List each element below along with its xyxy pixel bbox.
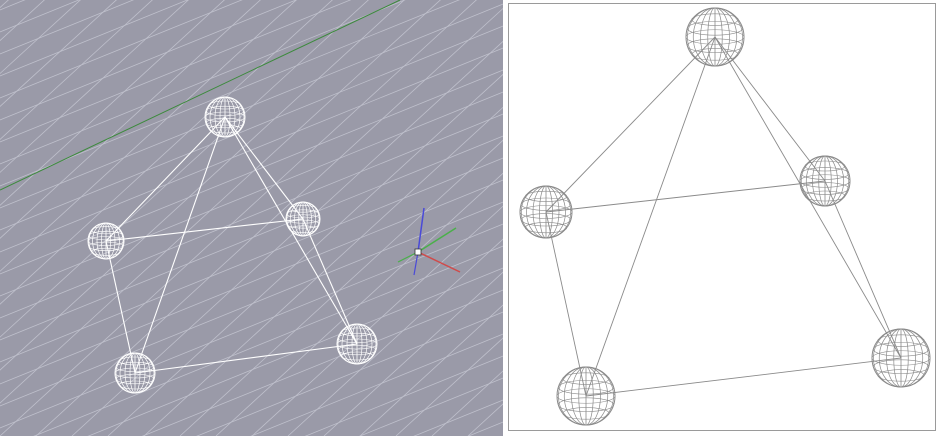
node-front-right[interactable]	[336, 323, 378, 365]
drawing-panel	[503, 0, 939, 436]
grid-line	[0, 47, 503, 253]
grid-line	[0, 3, 503, 209]
grid-line	[179, 139, 503, 436]
grid-line	[0, 201, 503, 407]
grid-line	[215, 172, 503, 436]
grid-line	[0, 0, 333, 305]
grid-line	[196, 311, 503, 436]
node-back-right[interactable]	[799, 155, 851, 207]
grid-line	[71, 40, 503, 436]
grid-line	[0, 0, 441, 404]
gizmo-z-axis-down	[413, 251, 419, 276]
grid-line	[323, 271, 503, 436]
grid-line	[0, 0, 405, 371]
grid-line	[87, 267, 503, 436]
grid-line	[395, 337, 503, 436]
grid-axis-line	[0, 0, 401, 191]
grid-line	[0, 0, 352, 143]
grid-line	[0, 91, 503, 297]
grid-line	[0, 0, 26, 11]
edge-front-left-front-right	[585, 357, 902, 397]
perspective-viewport[interactable]	[0, 0, 503, 436]
pyramid-edges	[105, 116, 358, 374]
grid-line	[0, 157, 503, 363]
grid-line	[250, 333, 503, 436]
grid-line	[413, 399, 503, 436]
grid-line	[0, 0, 460, 187]
edge-back-left-front-left	[545, 211, 587, 397]
drawing-edges	[545, 36, 902, 397]
node-apex[interactable]	[204, 96, 246, 138]
grid-line	[359, 377, 503, 436]
grid-line	[0, 0, 406, 165]
edge-apex-back-left	[105, 116, 226, 242]
transform-gizmo-icon[interactable]	[397, 207, 461, 276]
edge-apex-back-left	[545, 36, 716, 213]
viewport-canvas[interactable]	[0, 0, 503, 436]
grid-line	[304, 355, 503, 436]
node-apex[interactable]	[685, 7, 745, 67]
node-front-left[interactable]	[556, 366, 616, 426]
ground-grid	[0, 0, 503, 436]
edge-apex-back-right	[714, 36, 826, 182]
grid-line	[0, 0, 189, 77]
grid-line	[0, 0, 261, 239]
grid-line	[0, 0, 80, 33]
grid-line	[0, 0, 243, 99]
node-front-left[interactable]	[114, 352, 156, 394]
gizmo-x-axis[interactable]	[417, 251, 461, 273]
edge-apex-front-left	[134, 116, 226, 374]
grid-line	[359, 304, 503, 436]
grid-line	[0, 25, 503, 231]
grid-line	[0, 0, 135, 55]
grid-line	[0, 0, 153, 140]
grid-line	[0, 0, 297, 272]
grid-line	[0, 223, 503, 429]
grid-line	[0, 0, 369, 338]
grid-line	[141, 289, 503, 436]
node-front-right[interactable]	[871, 328, 931, 388]
edge-back-right-front-right	[824, 180, 902, 359]
drawing-nodes	[519, 7, 931, 426]
edge-back-left-back-right	[545, 180, 826, 213]
grid-line	[0, 69, 503, 275]
node-back-left[interactable]	[519, 185, 573, 239]
grid-line	[251, 205, 503, 436]
2d-drawing-view[interactable]	[508, 3, 936, 431]
grid-line	[0, 0, 225, 206]
grid-line	[0, 135, 503, 341]
gizmo-z-axis[interactable]	[417, 207, 425, 253]
gizmo-y-axis[interactable]	[417, 227, 457, 253]
grid-line	[0, 0, 16, 436]
grid-line	[0, 0, 477, 436]
node-back-left[interactable]	[87, 222, 125, 260]
grid-line	[0, 0, 45, 42]
edge-front-left-front-right	[134, 343, 358, 374]
node-back-right[interactable]	[285, 201, 321, 237]
grid-line	[35, 7, 503, 436]
drawing-canvas[interactable]	[509, 4, 935, 430]
edge-back-left-front-left	[105, 240, 136, 374]
grid-line	[107, 73, 503, 436]
grid-line	[0, 0, 117, 108]
grid-line	[0, 179, 503, 385]
edge-apex-front-left	[585, 36, 716, 397]
grid-line	[0, 0, 297, 121]
grid-line	[0, 0, 81, 75]
pyramid-nodes	[87, 96, 378, 394]
edge-back-left-back-right	[105, 218, 304, 242]
grid-line	[287, 238, 503, 436]
grid-line	[0, 113, 503, 319]
gizmo-center-handle[interactable]	[414, 248, 422, 256]
grid-line	[467, 403, 503, 436]
grid-line	[33, 245, 503, 436]
edge-apex-front-right	[714, 36, 902, 359]
edge-back-right-front-right	[302, 218, 358, 345]
edge-apex-back-right	[224, 116, 304, 220]
